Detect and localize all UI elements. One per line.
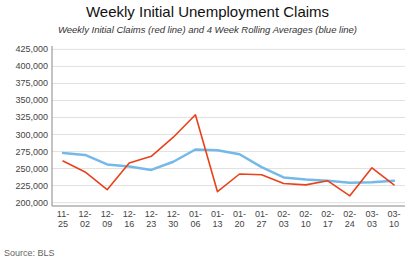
- x-tick-label: 01-06: [189, 209, 202, 229]
- x-tick-label-line: 02-: [277, 209, 290, 219]
- x-tick-label-line: 03-: [365, 209, 378, 219]
- y-tick-label: 275,000: [15, 147, 48, 157]
- x-tick-label-line: 12-: [79, 209, 92, 219]
- chart: Weekly Initial Unemployment Claims Weekly…: [0, 0, 415, 260]
- x-tick-label-line: 12-: [101, 209, 114, 219]
- subtitle: Weekly Initial Claims (red line) and 4 W…: [58, 24, 357, 35]
- x-tick-label-line: 09: [102, 219, 112, 229]
- grid-line: [52, 49, 405, 50]
- x-tick-label-line: 03: [367, 219, 377, 229]
- y-axis: 200,000 225,000 250,000 275,000 300,000 325,0…: [15, 44, 405, 207]
- x-tick-label-line: 01-: [189, 209, 202, 219]
- x-tick-label: 02-03: [277, 209, 290, 229]
- x-tick-label: 02-24: [343, 209, 356, 229]
- grid-line: [52, 168, 405, 169]
- x-tick-label: 03-03: [365, 209, 378, 229]
- title: Weekly Initial Unemployment Claims: [86, 3, 329, 20]
- x-tick-label: 01-27: [255, 209, 268, 229]
- y-tick-label: 400,000: [15, 61, 48, 71]
- y-tick-label: 200,000: [15, 198, 48, 208]
- x-axis-line: [52, 206, 405, 207]
- x-tick-label-line: 13: [212, 219, 222, 229]
- y-tick-label: 250,000: [15, 164, 48, 174]
- y-axis-line: [52, 46, 53, 206]
- x-tick-label-line: 03: [279, 219, 289, 229]
- x-tick-label-line: 02: [80, 219, 90, 229]
- y-tick-label: 350,000: [15, 95, 48, 105]
- x-tick-label: 02-10: [299, 209, 312, 229]
- x-axis: 11-2512-0212-0912-1612-2312-3001-0601-13…: [57, 209, 401, 229]
- x-tick-label-line: 02-: [321, 209, 334, 219]
- x-tick-label-line: 03-: [387, 209, 400, 219]
- x-tick-label-line: 12-: [167, 209, 180, 219]
- series-line: [63, 115, 394, 196]
- grid-line: [52, 202, 405, 203]
- x-tick-label: 01-13: [211, 209, 224, 229]
- y-tick-label: 225,000: [15, 181, 48, 191]
- x-tick-label: 12-02: [79, 209, 92, 229]
- y-tick-label: 300,000: [15, 130, 48, 140]
- x-tick-label-line: 30: [168, 219, 178, 229]
- x-tick-label: 12-23: [145, 209, 158, 229]
- x-tick-label-line: 02-: [299, 209, 312, 219]
- x-tick-label-line: 01-: [233, 209, 246, 219]
- x-tick-label: 12-16: [123, 209, 136, 229]
- x-tick-label-line: 20: [235, 219, 245, 229]
- x-tick-label-line: 02-: [343, 209, 356, 219]
- x-tick-label: 11-25: [57, 209, 69, 229]
- grid-line: [52, 100, 405, 101]
- x-tick-label: 02-17: [321, 209, 334, 229]
- grid-line: [52, 185, 405, 186]
- y-tick-label: 375,000: [15, 78, 48, 88]
- x-tick-label-line: 16: [124, 219, 134, 229]
- x-tick-label: 12-30: [167, 209, 180, 229]
- series-line: [63, 149, 394, 182]
- x-tick-label-line: 27: [257, 219, 267, 229]
- grid-line: [52, 117, 405, 118]
- x-tick-label-line: 24: [345, 219, 355, 229]
- x-tick-label-line: 10: [389, 219, 399, 229]
- x-tick-label-line: 25: [58, 219, 68, 229]
- x-tick-label: 12-09: [101, 209, 114, 229]
- x-tick-label-line: 17: [323, 219, 333, 229]
- x-tick-label: 01-20: [233, 209, 246, 229]
- grid-line: [52, 66, 405, 67]
- x-tick-label-line: 23: [146, 219, 156, 229]
- x-tick-label-line: 12-: [123, 209, 136, 219]
- x-tick-label-line: 01-: [255, 209, 268, 219]
- x-tick-label-line: 01-: [211, 209, 224, 219]
- plot-area: [63, 115, 394, 196]
- y-tick-label: 425,000: [15, 44, 48, 54]
- grid-line: [52, 83, 405, 84]
- x-tick-label: 03-10: [387, 209, 400, 229]
- y-tick-label: 325,000: [15, 112, 48, 122]
- x-tick-label-line: 11-: [57, 209, 69, 219]
- x-tick-label-line: 12-: [145, 209, 158, 219]
- x-tick-label-line: 06: [190, 219, 200, 229]
- x-tick-label-line: 10: [301, 219, 311, 229]
- grid-line: [52, 134, 405, 135]
- source: Source: BLS: [4, 248, 55, 258]
